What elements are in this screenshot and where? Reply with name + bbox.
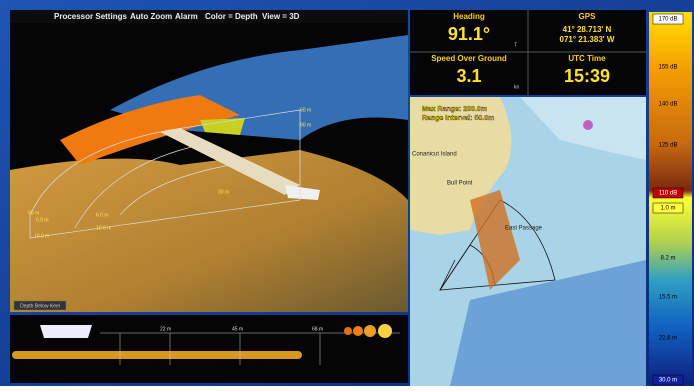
toolbar-item[interactable]: Auto Zoom bbox=[130, 12, 172, 21]
scale-label: 170 dB bbox=[658, 17, 677, 23]
scale-label: 30.0 m bbox=[659, 378, 677, 384]
echo-streak bbox=[60, 95, 240, 165]
toolbar-items: Processor Settings Auto Zoom Alarm Color = … bbox=[54, 12, 300, 21]
strip-grid bbox=[100, 332, 400, 365]
seafloor bbox=[10, 150, 408, 312]
shallow bbox=[520, 97, 646, 160]
instrument-unit: kn bbox=[514, 84, 520, 90]
scale-label: 8.2 m bbox=[660, 256, 675, 262]
instrument-line: 41° 28.713' N bbox=[563, 25, 612, 34]
scale-label: 15.5 m bbox=[659, 295, 677, 301]
instrument-value: 15:39 bbox=[564, 66, 610, 86]
toolbar bbox=[10, 10, 408, 23]
instrument-line: 071° 21.383' W bbox=[560, 35, 615, 44]
beam bbox=[160, 128, 300, 195]
bottom-profile bbox=[12, 351, 302, 359]
range-label: 6.0 m bbox=[96, 212, 109, 218]
instrument-value: 91.1° bbox=[448, 24, 490, 44]
instrument-label: GPS bbox=[579, 12, 597, 21]
view-labels: 90 m6.0 m10.0 m6.0 m10.0 m30 m60 m90 m bbox=[28, 107, 311, 239]
map-range: Max Range: 200.0m bbox=[422, 106, 487, 113]
scale-box bbox=[652, 202, 684, 214]
strip-tick: 68 m bbox=[312, 326, 323, 332]
scale-label: 110 dB bbox=[659, 191, 678, 197]
depth-overlay bbox=[450, 260, 646, 386]
range-label: 30 m bbox=[218, 189, 229, 195]
range-rings bbox=[29, 109, 301, 239]
scale-box bbox=[652, 13, 684, 25]
toolbar-item[interactable]: Alarm bbox=[175, 12, 198, 21]
toolbar-item[interactable]: Color = Depth bbox=[205, 12, 258, 21]
scale-box bbox=[652, 374, 684, 386]
instrument-label: UTC Time bbox=[568, 54, 606, 63]
scale-labels: 170 dB 155 dB 140 dB 125 dB 110 dB 1.0 m 8.2 m… bbox=[652, 13, 684, 386]
place-label: East Passage bbox=[505, 226, 543, 232]
range-label: 90 m bbox=[300, 122, 311, 128]
echo-patch bbox=[200, 118, 245, 135]
range-label: 90 m bbox=[28, 210, 39, 216]
strip-vessel bbox=[40, 325, 92, 338]
depth-button[interactable] bbox=[13, 300, 67, 311]
toolbar-item[interactable]: Processor Settings bbox=[54, 12, 127, 21]
strip-echoes bbox=[344, 324, 392, 338]
instrument-unit: T bbox=[514, 42, 517, 48]
instrument-dividers bbox=[410, 10, 646, 95]
place-label: Bull Point bbox=[447, 181, 473, 187]
scale-box bbox=[652, 187, 684, 199]
instrument-label: Heading bbox=[453, 12, 485, 21]
scale-label: 125 dB bbox=[658, 143, 677, 149]
vessel bbox=[285, 185, 320, 200]
scale-label: 155 dB bbox=[658, 65, 677, 71]
range-label: 6.0 m bbox=[36, 217, 49, 223]
map-labels: Max Range: 200.0m Range Interval: 50.0m Co… bbox=[412, 106, 543, 232]
scale-label: 140 dB bbox=[658, 102, 677, 108]
strip-tick: 22 m bbox=[160, 326, 171, 332]
range-label: 60 m bbox=[300, 107, 311, 113]
range-label: 10.0 m bbox=[34, 233, 49, 239]
land bbox=[410, 97, 512, 235]
toolbar-item[interactable]: View = 3D bbox=[262, 12, 300, 21]
map-echo bbox=[470, 190, 520, 290]
waypoint bbox=[583, 120, 593, 130]
instrument-value: 3.1 bbox=[456, 66, 481, 86]
instrument-label: Speed Over Ground bbox=[431, 54, 507, 63]
place-label: Conanicut Island bbox=[412, 152, 457, 158]
button-label[interactable]: Depth Below Keel bbox=[20, 303, 60, 309]
scale-label: 22.8 m bbox=[659, 336, 677, 342]
range-label: 10.0 m bbox=[96, 225, 111, 231]
map-interval: Range Interval: 50.0m bbox=[422, 115, 494, 122]
strip-tick: 45 m bbox=[232, 326, 243, 332]
scale-label: 1.0 m bbox=[660, 206, 675, 212]
